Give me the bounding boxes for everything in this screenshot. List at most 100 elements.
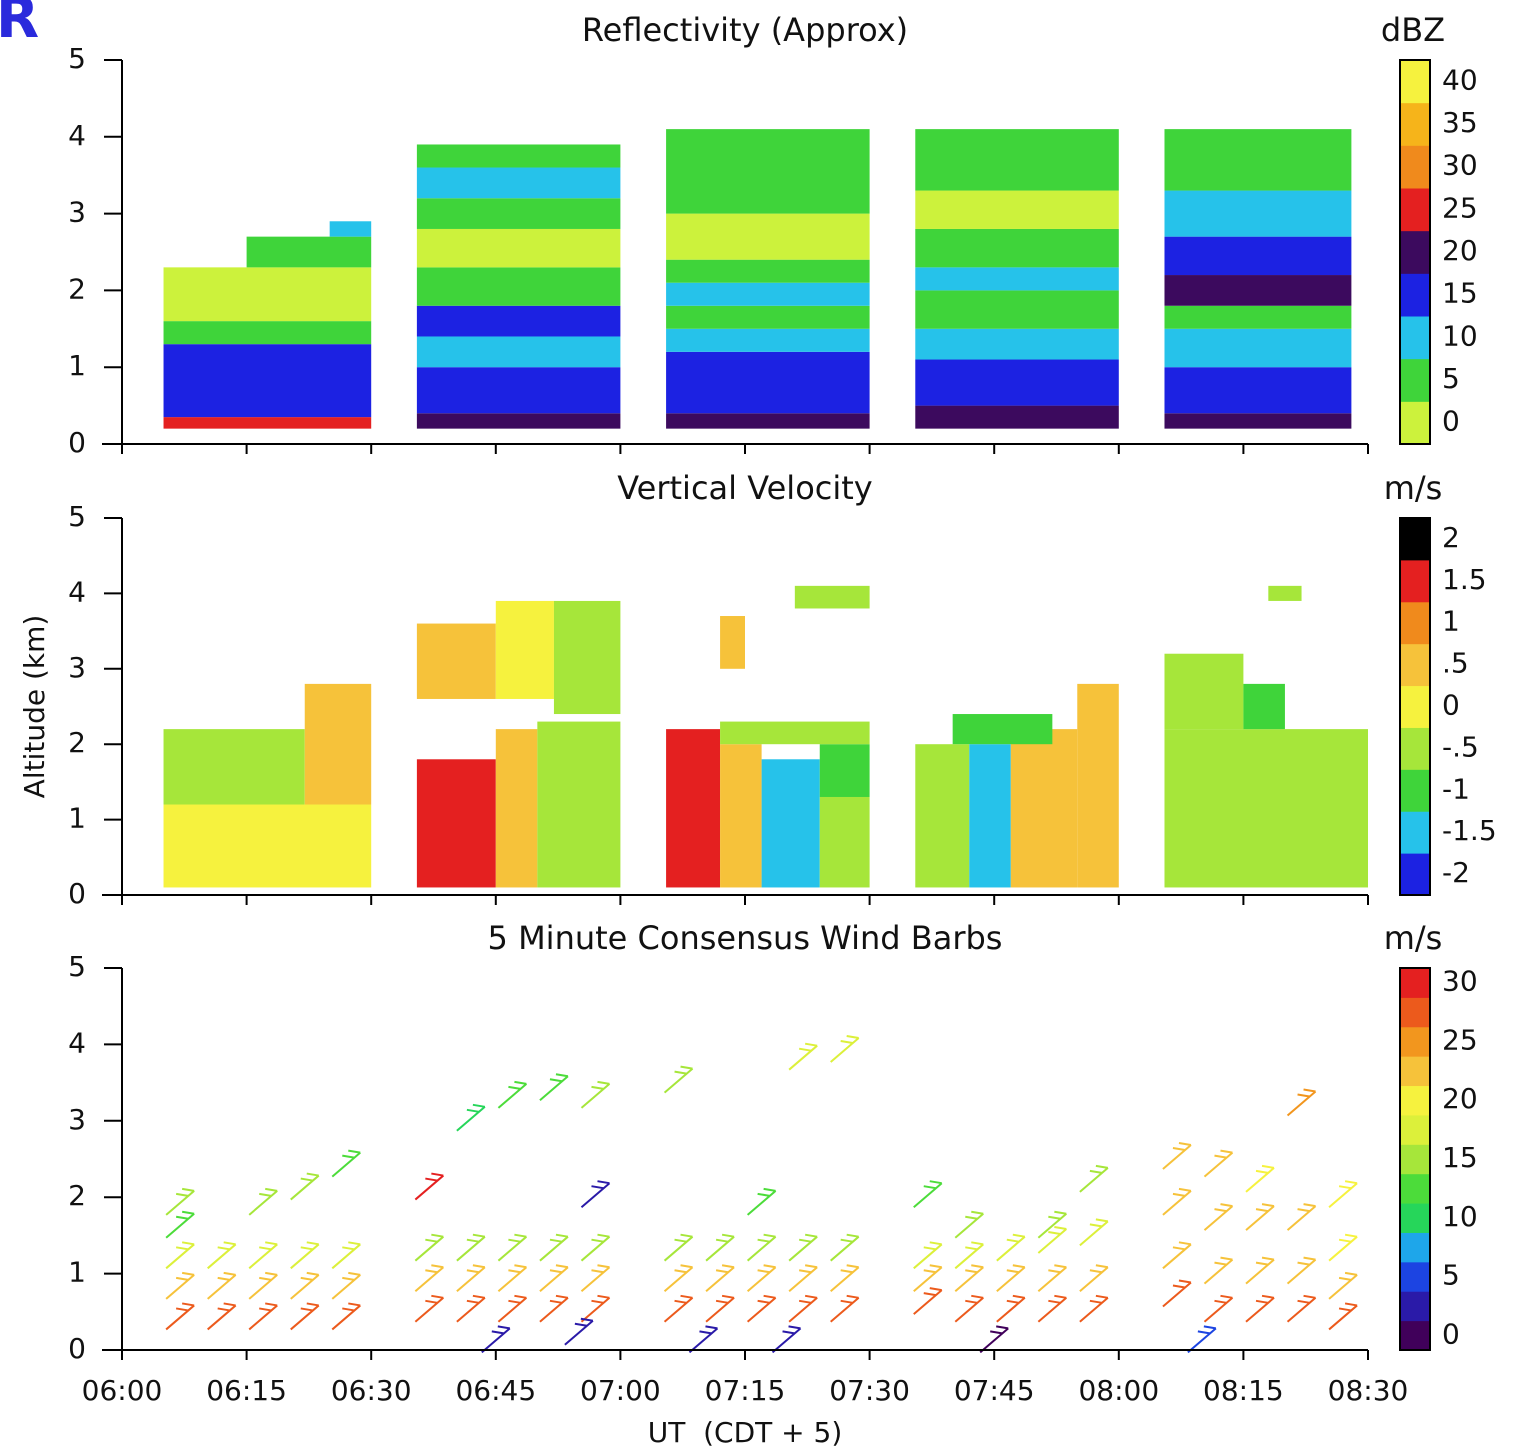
heat-cell — [1164, 328, 1352, 368]
heat-cell — [1243, 683, 1285, 730]
wind-barb — [290, 1241, 320, 1270]
wind-barb — [497, 1233, 528, 1262]
heat-cell — [1164, 653, 1244, 730]
heat-cell — [666, 328, 870, 352]
wind-barb — [481, 1325, 511, 1354]
colorbar-swatch — [1400, 1144, 1430, 1175]
colorbar-frame — [1399, 517, 1431, 896]
wind-barb — [248, 1187, 278, 1216]
heat-cell — [1164, 190, 1352, 237]
wind-barb — [331, 1241, 361, 1270]
y-tick-label: 0 — [68, 877, 86, 910]
x-tick-label: 06:00 — [82, 1374, 163, 1407]
colorbar-swatch — [1400, 643, 1430, 687]
colorbar-label: 10 — [1442, 1200, 1478, 1233]
wind-barb — [705, 1233, 735, 1262]
wind-barb — [290, 1172, 320, 1201]
y-axis-label: Altitude (km) — [18, 615, 51, 799]
wind-barb — [788, 1294, 818, 1323]
wind-barb — [1162, 1187, 1192, 1216]
wind-barb — [580, 1233, 611, 1262]
wind-barb — [290, 1271, 320, 1300]
colorbar-swatch — [1400, 145, 1430, 189]
y-tick-label: 4 — [68, 119, 86, 152]
heat-cell — [163, 804, 372, 888]
wind-barb — [746, 1233, 777, 1262]
heat-cell — [952, 714, 1053, 745]
wind-barb — [580, 1180, 611, 1208]
wind-barb — [1162, 1142, 1192, 1170]
heat-cell — [416, 167, 621, 199]
y-tick-label: 3 — [68, 196, 86, 229]
heat-cell — [246, 236, 372, 268]
heat-cell — [819, 796, 870, 888]
x-tick-label: 07:00 — [580, 1374, 661, 1407]
wind-barb — [1079, 1294, 1109, 1323]
x-tick-label: 07:15 — [705, 1374, 786, 1407]
heat-cell — [163, 417, 372, 429]
heat-cell — [163, 344, 372, 418]
wind-barb — [1328, 1302, 1358, 1331]
colorbar-unit: dBZ — [1381, 11, 1445, 49]
y-tick-label: 3 — [68, 651, 86, 684]
y-tick-label: 0 — [68, 1332, 86, 1365]
wind-barb — [1203, 1203, 1234, 1231]
wind-barb — [497, 1080, 528, 1109]
wind-barb — [1328, 1180, 1358, 1208]
y-tick-label: 5 — [68, 500, 86, 533]
heat-cell — [915, 129, 1119, 191]
heat-cell — [1164, 367, 1352, 414]
colorbar-swatch — [1400, 230, 1430, 274]
colorbar-swatch — [1400, 685, 1430, 728]
heat-cell — [915, 190, 1119, 229]
colorbar-swatch — [1400, 769, 1430, 812]
wind-barb — [165, 1241, 195, 1270]
y-tick-label: 4 — [68, 1026, 86, 1059]
wind-barb — [996, 1264, 1026, 1292]
colorbar-swatch — [1400, 188, 1430, 232]
wind-barb — [564, 1317, 594, 1346]
colorbar-swatch — [1400, 1026, 1430, 1057]
colorbar-swatch — [1400, 811, 1430, 854]
heat-cell — [915, 405, 1119, 429]
heat-cell — [1164, 413, 1352, 429]
wind-barb — [788, 1042, 818, 1071]
wind-barb — [663, 1294, 694, 1323]
heat-cell — [1010, 729, 1078, 888]
wind-barb — [456, 1264, 486, 1292]
wind-barb — [1286, 1294, 1317, 1323]
wind-barb — [1203, 1294, 1234, 1323]
colorbar-label: 0 — [1442, 405, 1460, 438]
colorbar-label: -2 — [1442, 856, 1470, 889]
heat-cell — [163, 267, 372, 322]
wind-barb — [830, 1294, 860, 1323]
colorbar-swatch — [1400, 559, 1430, 603]
heat-cell — [416, 305, 621, 337]
wind-barb — [1203, 1256, 1234, 1285]
heat-cell — [304, 683, 372, 805]
heat-cell — [1164, 129, 1352, 191]
colorbar-swatch — [1400, 401, 1430, 445]
wind-barb — [165, 1271, 195, 1300]
heat-cell — [794, 585, 870, 609]
heat-cell — [416, 267, 621, 306]
wind-barb — [830, 1233, 860, 1262]
wind-barb — [248, 1241, 278, 1270]
heat-cell — [666, 282, 870, 306]
colorbar-label: 20 — [1442, 1082, 1478, 1115]
wind-barb — [1328, 1233, 1358, 1262]
heat-cell — [416, 336, 621, 368]
wind-barb — [1079, 1218, 1109, 1247]
wind-barb — [1286, 1256, 1317, 1285]
heat-cell — [666, 729, 721, 888]
heat-cell — [915, 267, 1119, 291]
wind-barb — [456, 1294, 486, 1323]
heat-cell — [720, 721, 870, 745]
wind-barb — [1079, 1164, 1109, 1193]
colorbar-label: -1 — [1442, 772, 1470, 805]
wind-barb — [913, 1241, 943, 1270]
colorbar-swatch — [1400, 997, 1430, 1028]
y-tick-label: 0 — [68, 426, 86, 459]
heat-cell — [666, 413, 870, 429]
